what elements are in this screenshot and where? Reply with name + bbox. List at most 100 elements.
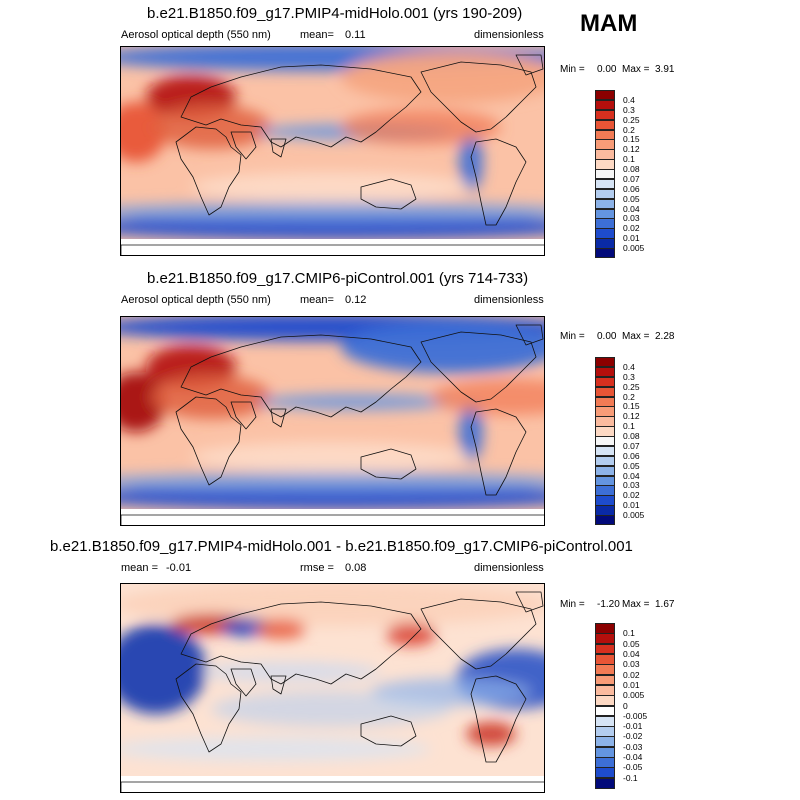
colorbar-tick-label: 0.4 xyxy=(623,94,635,105)
colorbar-swatch xyxy=(595,705,615,717)
colorbar-tick-label: 0.08 xyxy=(623,431,640,442)
colorbar-tick-label: 0.06 xyxy=(623,183,640,194)
colorbar-swatch xyxy=(595,169,615,180)
colorbar-tick-label: 0.03 xyxy=(623,213,640,224)
colorbar-swatch xyxy=(595,208,615,219)
colorbar-tick-label: 0.06 xyxy=(623,450,640,461)
panel1-mean-value: 0.11 xyxy=(345,29,366,41)
colorbar-swatch xyxy=(595,248,615,259)
panel2-min-label: Min = xyxy=(560,331,585,342)
colorbar-swatch xyxy=(595,485,615,496)
panel3-mean-value: -0.01 xyxy=(166,562,192,574)
colorbar-swatch xyxy=(595,643,615,655)
panel1-title: b.e21.B1850.f09_g17.PMIP4-midHolo.001 (y… xyxy=(147,5,523,22)
colorbar-swatch xyxy=(595,406,615,417)
colorbar-swatch xyxy=(595,445,615,457)
colorbar-swatch xyxy=(595,465,615,477)
colorbar-tick-label: -0.005 xyxy=(623,710,648,721)
colorbar-tick-label: 0.15 xyxy=(623,401,640,412)
colorbar-tick-label: 0.005 xyxy=(623,243,645,254)
panel2-map xyxy=(120,316,545,526)
panel3-colorbar: 0.1 0.05 0.04 0.03 0.02 0.01 0.005 0 -0.005 -0.01… xyxy=(595,623,647,789)
colorbar-swatch xyxy=(595,777,615,789)
panel2-max-label: Max = xyxy=(622,331,650,342)
colorbar-tick-label: -0.1 xyxy=(623,772,638,783)
panel3-rmse-label: rmse = xyxy=(300,562,334,574)
colorbar-tick-label: -0.04 xyxy=(623,752,643,763)
panel3-mean-label: mean = xyxy=(121,562,158,574)
colorbar-tick-label: 0.02 xyxy=(623,669,640,680)
panel1-min-value: 0.00 xyxy=(597,64,617,75)
colorbar-tick-label: 0 xyxy=(623,700,628,711)
colorbar-tick-label: 0.04 xyxy=(623,203,640,214)
colorbar-swatch xyxy=(595,495,615,506)
colorbar-tick-label: 0.02 xyxy=(623,490,640,501)
panel3-map xyxy=(120,583,545,793)
colorbar-swatch xyxy=(595,684,615,696)
colorbar-tick-label: 0.1 xyxy=(623,421,635,432)
colorbar-swatch xyxy=(595,633,615,645)
colorbar-swatch xyxy=(595,426,615,437)
colorbar-swatch xyxy=(595,386,615,398)
colorbar-tick-label: 0.4 xyxy=(623,361,635,372)
colorbar-swatch xyxy=(595,228,615,239)
colorbar-swatch xyxy=(595,238,615,249)
colorbar-swatch xyxy=(595,767,615,779)
panel3-min-label: Min = xyxy=(560,599,585,610)
colorbar-tick-label: 0.1 xyxy=(623,154,635,165)
colorbar-tick-label: 0.2 xyxy=(623,124,635,135)
colorbar-tick-label: 0.25 xyxy=(623,114,640,125)
colorbar-swatch xyxy=(595,178,615,190)
panel1-min-label: Min = xyxy=(560,64,585,75)
panel3-max-label: Max = xyxy=(622,599,650,610)
colorbar-swatch xyxy=(595,129,615,140)
panel2-variable-label: Aerosol optical depth (550 nm) xyxy=(121,294,271,306)
colorbar-swatch xyxy=(595,674,615,686)
panel1-units: dimensionless xyxy=(474,29,544,41)
panel3-units: dimensionless xyxy=(474,562,544,574)
colorbar-tick-label: 0.3 xyxy=(623,104,635,115)
colorbar-tick-label: 0.08 xyxy=(623,164,640,175)
panel2-colorbar: 0.4 0.3 0.25 0.2 0.15 0.12 0.1 0.08 0.07 0.06 0.05… xyxy=(595,357,644,526)
panel1-max-label: Max = xyxy=(622,64,650,75)
colorbar-tick-label: -0.01 xyxy=(623,721,643,732)
colorbar-swatch xyxy=(595,376,615,388)
panel2-mean-label: mean= xyxy=(300,294,334,306)
colorbar-tick-label: 0.3 xyxy=(623,371,635,382)
colorbar-swatch xyxy=(595,623,615,634)
colorbar-swatch xyxy=(595,515,615,526)
panel2-title: b.e21.B1850.f09_g17.CMIP6-piControl.001 … xyxy=(147,270,529,287)
colorbar-tick-label: 0.12 xyxy=(623,144,640,155)
colorbar-tick-label: 0.05 xyxy=(623,460,640,471)
colorbar-tick-label: 0.01 xyxy=(623,679,640,690)
colorbar-swatch xyxy=(595,746,615,758)
colorbar-swatch xyxy=(595,99,615,111)
colorbar-tick-label: 0.005 xyxy=(623,510,645,521)
colorbar-tick-label: 0.01 xyxy=(623,233,640,244)
colorbar-tick-label: 0.04 xyxy=(623,470,640,481)
season-label: MAM xyxy=(580,10,638,37)
colorbar-swatch xyxy=(595,139,615,150)
colorbar-tick-label: 0.005 xyxy=(623,690,645,701)
colorbar-tick-label: 0.07 xyxy=(623,173,640,184)
colorbar-swatch xyxy=(595,664,615,676)
colorbar-swatch xyxy=(595,726,615,737)
colorbar-swatch xyxy=(595,505,615,516)
colorbar-swatch xyxy=(595,436,615,447)
colorbar-tick-label: 0.12 xyxy=(623,411,640,422)
panel2-units: dimensionless xyxy=(474,294,544,306)
colorbar-swatch xyxy=(595,455,615,467)
colorbar-swatch xyxy=(595,159,615,170)
panel3-min-value: -1.20 xyxy=(597,599,620,610)
colorbar-swatch xyxy=(595,653,615,665)
colorbar-tick-label: 0.2 xyxy=(623,391,635,402)
panel2-min-value: 0.00 xyxy=(597,331,617,342)
colorbar-swatch xyxy=(595,357,615,368)
colorbar-tick-label: 0.01 xyxy=(623,500,640,511)
colorbar-tick-label: 0.05 xyxy=(623,638,640,649)
colorbar-tick-label: 0.03 xyxy=(623,480,640,491)
colorbar-tick-label: 0.03 xyxy=(623,659,640,670)
colorbar-tick-label: 0.1 xyxy=(623,628,635,639)
colorbar-tick-label: 0.07 xyxy=(623,440,640,451)
colorbar-swatch xyxy=(595,218,615,229)
